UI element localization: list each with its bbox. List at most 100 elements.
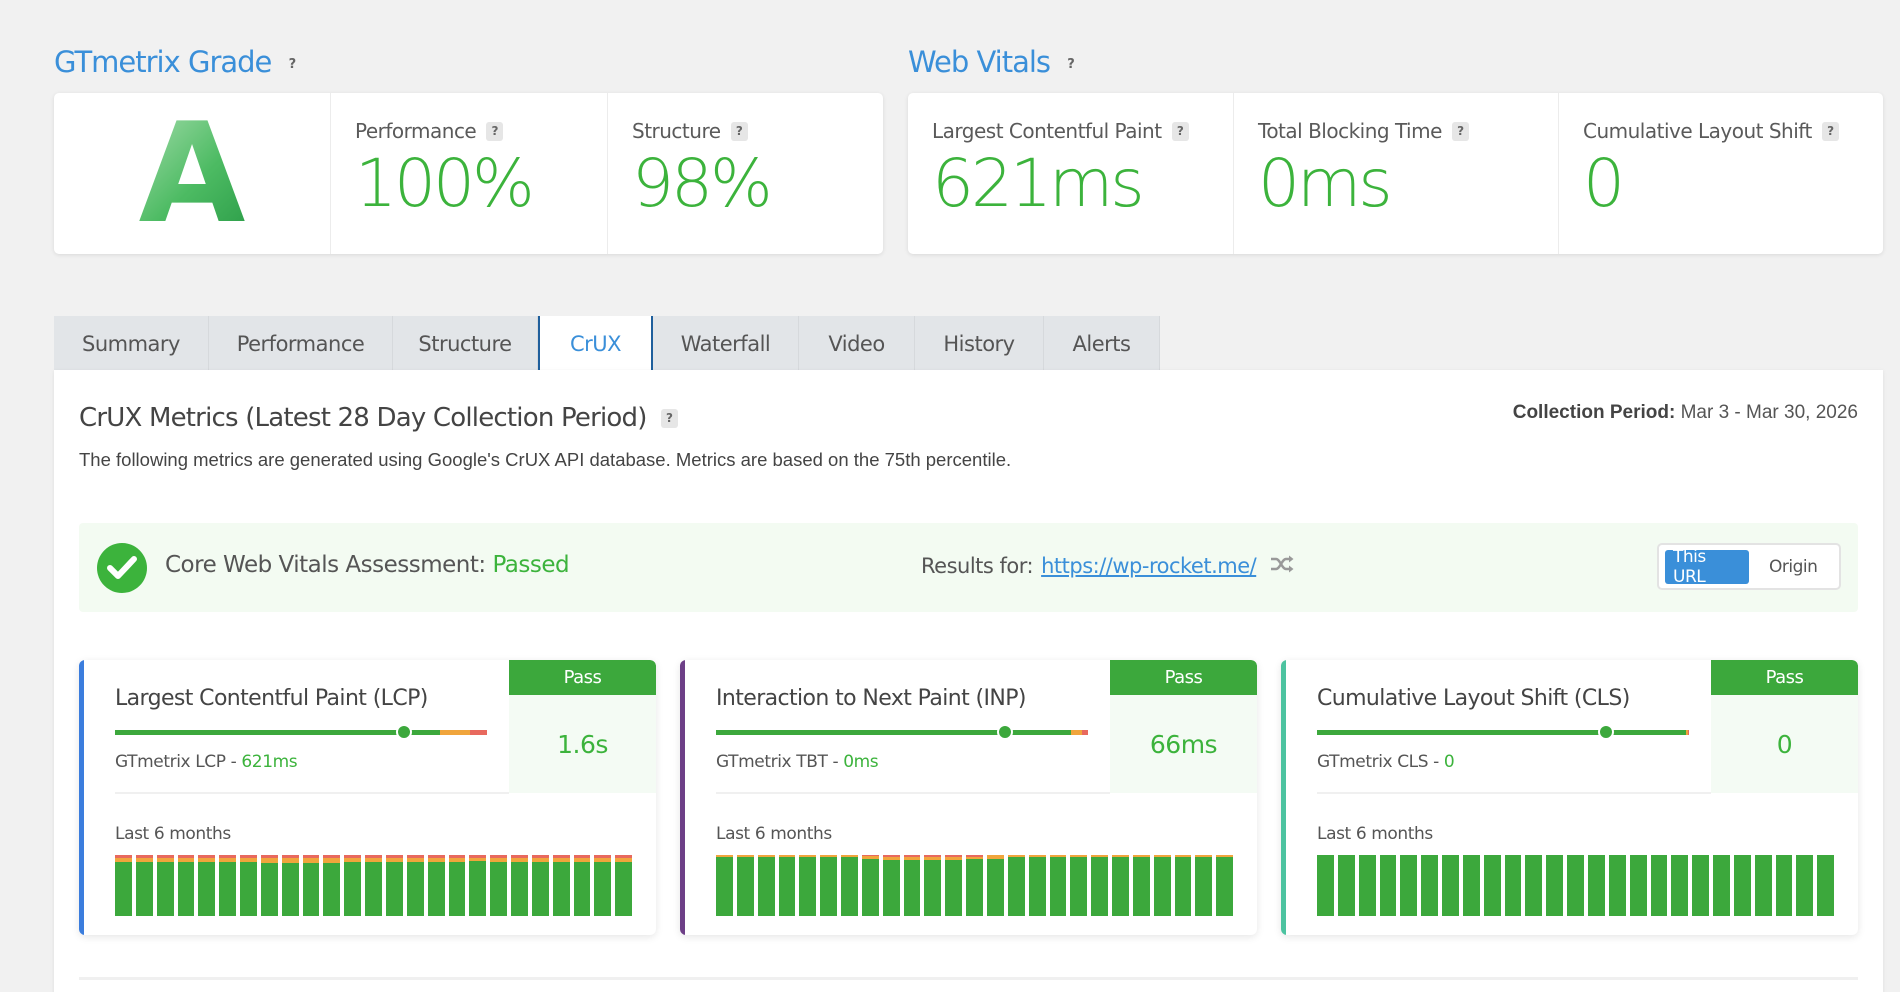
help-icon[interactable]: ?	[1067, 56, 1075, 72]
history-bar[interactable]	[281, 855, 299, 916]
tab-waterfall[interactable]: Waterfall	[653, 316, 799, 371]
history-bar[interactable]	[1733, 855, 1751, 916]
history-bar[interactable]	[1070, 855, 1088, 916]
history-bar[interactable]	[924, 855, 942, 916]
tab-video[interactable]: Video	[799, 316, 915, 371]
history-bar[interactable]	[1567, 855, 1584, 916]
history-bar[interactable]	[427, 855, 445, 916]
history-bar[interactable]	[1112, 855, 1129, 916]
history-bar[interactable]	[1692, 855, 1710, 916]
tab-crux[interactable]: CrUX	[538, 316, 653, 371]
tab-structure[interactable]: Structure	[393, 316, 538, 371]
history-bar[interactable]	[1421, 855, 1439, 916]
history-bar[interactable]	[736, 855, 754, 916]
assessment-text: Core Web Vitals Assessment: Passed	[165, 552, 570, 578]
help-icon[interactable]: ?	[660, 408, 678, 428]
history-bar[interactable]	[531, 855, 549, 916]
history-bar[interactable]	[594, 855, 612, 916]
history-bar[interactable]	[820, 855, 838, 916]
metric-card-lcp: Pass 1.6s Largest Contentful Paint (LCP) GT…	[79, 660, 656, 935]
history-bar[interactable]	[1317, 855, 1334, 916]
gtmetrix-comparison: GTmetrix LCP - 621ms	[115, 752, 298, 772]
history-bar[interactable]	[115, 855, 132, 916]
help-icon[interactable]: ?	[730, 121, 748, 141]
history-bar[interactable]	[135, 855, 153, 916]
history-bar[interactable]	[1028, 855, 1046, 916]
history-bar[interactable]	[1049, 855, 1067, 916]
history-bar[interactable]	[1483, 855, 1501, 916]
history-bar[interactable]	[903, 855, 921, 916]
origin-option[interactable]: Origin	[1769, 556, 1818, 577]
history-bar[interactable]	[778, 855, 796, 916]
history-bar[interactable]	[1337, 855, 1355, 916]
help-icon[interactable]: ?	[1821, 121, 1839, 141]
history-bar[interactable]	[365, 855, 382, 916]
history-bar[interactable]	[1650, 855, 1668, 916]
history-bar[interactable]	[260, 855, 278, 916]
history-bar[interactable]	[344, 855, 362, 916]
history-bar[interactable]	[1174, 855, 1192, 916]
help-icon[interactable]: ?	[486, 121, 504, 141]
history-bar[interactable]	[716, 855, 733, 916]
history-bar[interactable]	[1796, 855, 1814, 916]
history-bar[interactable]	[966, 855, 983, 916]
performance-label-text: Performance	[355, 119, 477, 143]
performance-value: 100%	[355, 145, 535, 222]
history-bar[interactable]	[573, 855, 591, 916]
history-bar[interactable]	[1608, 855, 1626, 916]
history-bar[interactable]	[841, 855, 858, 916]
history-bar[interactable]	[448, 855, 466, 916]
history-bar[interactable]	[757, 855, 775, 916]
history-bar[interactable]	[1713, 855, 1730, 916]
history-bar[interactable]	[219, 855, 237, 916]
history-bar[interactable]	[1400, 855, 1418, 916]
history-bar[interactable]	[511, 855, 528, 916]
shuffle-icon[interactable]	[1270, 554, 1294, 578]
help-icon[interactable]: ?	[288, 56, 297, 72]
history-bar[interactable]	[240, 855, 257, 916]
history-bar[interactable]	[1132, 855, 1150, 916]
history-bar[interactable]	[1504, 855, 1522, 916]
history-bar[interactable]	[1195, 855, 1213, 916]
history-bar[interactable]	[552, 855, 570, 916]
history-bar[interactable]	[1754, 855, 1772, 916]
history-bar[interactable]	[1358, 855, 1376, 916]
history-bar[interactable]	[1442, 855, 1459, 916]
history-bar[interactable]	[1629, 855, 1647, 916]
history-bar[interactable]	[882, 855, 900, 916]
results-url-link[interactable]: https://wp-rocket.me/	[1041, 554, 1257, 578]
history-bar[interactable]	[799, 855, 817, 916]
tab-alerts[interactable]: Alerts	[1044, 316, 1160, 371]
history-bar[interactable]	[1007, 855, 1025, 916]
history-bar[interactable]	[1153, 855, 1171, 916]
history-bar[interactable]	[323, 855, 341, 916]
history-bar[interactable]	[198, 855, 216, 916]
history-bar[interactable]	[302, 855, 320, 916]
tab-history[interactable]: History	[915, 316, 1044, 371]
help-icon[interactable]: ?	[1171, 121, 1189, 141]
history-bar[interactable]	[406, 855, 424, 916]
history-bar[interactable]	[490, 855, 508, 916]
this-url-option[interactable]: This URL	[1665, 547, 1749, 587]
history-bar[interactable]	[1671, 855, 1689, 916]
history-bar[interactable]	[385, 855, 403, 916]
history-bar[interactable]	[469, 855, 487, 916]
history-bar[interactable]	[861, 855, 879, 916]
tab-performance[interactable]: Performance	[209, 316, 393, 371]
history-bar[interactable]	[1775, 855, 1793, 916]
history-bar[interactable]	[986, 855, 1004, 916]
history-bar[interactable]	[156, 855, 174, 916]
history-bar[interactable]	[1462, 855, 1480, 916]
history-bar[interactable]	[1216, 855, 1234, 916]
history-bar[interactable]	[1379, 855, 1397, 916]
help-icon[interactable]: ?	[1451, 121, 1469, 141]
history-bar[interactable]	[1091, 855, 1109, 916]
history-bar[interactable]	[177, 855, 195, 916]
history-bar[interactable]	[1587, 855, 1605, 916]
history-bar[interactable]	[1525, 855, 1543, 916]
tab-summary[interactable]: Summary	[54, 316, 209, 371]
history-bar[interactable]	[1817, 855, 1835, 916]
history-bar[interactable]	[615, 855, 633, 916]
history-bar[interactable]	[1546, 855, 1564, 916]
history-bar[interactable]	[945, 855, 963, 916]
